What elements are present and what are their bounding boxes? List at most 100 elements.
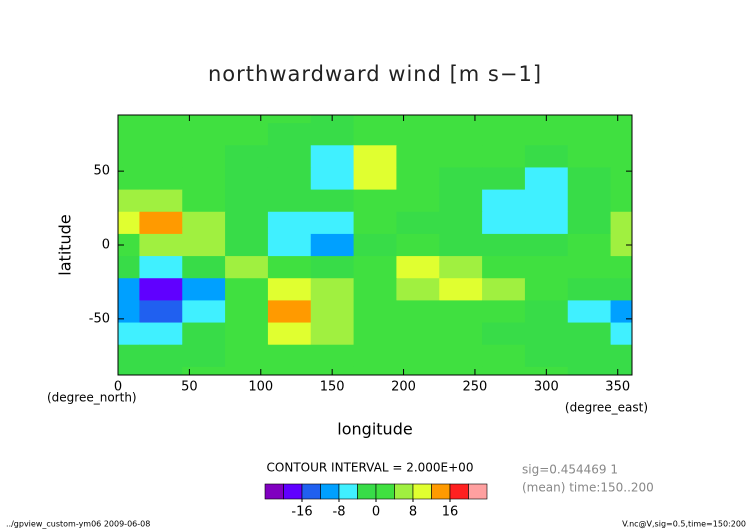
- x-unit: (degree_east): [565, 401, 648, 415]
- field-cell: [396, 344, 440, 368]
- field-cell: [482, 211, 526, 235]
- field-cell: [267, 256, 312, 279]
- field-cell: [524, 256, 569, 279]
- field-cell: [353, 344, 397, 368]
- field-cell: [118, 278, 140, 301]
- y-tick-label: 0: [102, 238, 110, 253]
- field-cell: [182, 115, 226, 124]
- field-cell: [353, 278, 397, 301]
- footer-right: V.nc@V,sig=0.5,time=150:200: [622, 520, 746, 529]
- y-axis-label: latitude: [56, 214, 75, 275]
- footer-left: ../gpview_custom-ym06 2009-06-08: [6, 520, 150, 529]
- field-cell: [182, 145, 226, 168]
- field-cell: [610, 145, 632, 168]
- field-cell: [610, 344, 632, 368]
- field-cell: [524, 211, 569, 235]
- y-tick-label: -50: [89, 311, 110, 326]
- field-cell: [482, 123, 526, 146]
- field-cell: [439, 344, 483, 368]
- field-cell: [610, 256, 632, 279]
- field-cell: [182, 167, 226, 191]
- field-cell: [482, 145, 526, 168]
- field-cell: [439, 167, 483, 191]
- field-cell: [396, 233, 440, 257]
- field-cell: [567, 189, 612, 213]
- field-cell: [118, 366, 140, 375]
- field-cell: [267, 322, 312, 346]
- field-cell: [139, 167, 183, 191]
- field-cell: [225, 211, 269, 235]
- colorbar-tick-label: 8: [409, 505, 417, 520]
- colorbar-tick-label: -16: [291, 505, 312, 520]
- field-cell: [310, 189, 355, 213]
- field-cell: [310, 344, 355, 368]
- field-cell: [225, 344, 269, 368]
- field-cell: [610, 233, 632, 257]
- field-cell: [396, 322, 440, 346]
- field-cell: [267, 233, 312, 257]
- field-cell: [482, 300, 526, 324]
- field-cell: [353, 300, 397, 324]
- field-cell: [310, 211, 355, 235]
- field-cell: [139, 256, 183, 279]
- field-cell: [482, 344, 526, 368]
- field-cell: [118, 167, 140, 191]
- field-cell: [310, 300, 355, 324]
- field-cell: [482, 167, 526, 191]
- field-cell: [225, 145, 269, 168]
- field-cell: [225, 256, 269, 279]
- field-cell: [139, 123, 183, 146]
- field-cell: [439, 189, 483, 213]
- field-cell: [524, 344, 569, 368]
- field-cell: [610, 278, 632, 301]
- colorbar-box: [412, 483, 432, 500]
- field-cell: [139, 189, 183, 213]
- field-cell: [118, 123, 140, 146]
- field-cell: [567, 167, 612, 191]
- field-cell: [439, 256, 483, 279]
- field-cell: [567, 233, 612, 257]
- field-cell: [139, 145, 183, 168]
- field-cell: [182, 123, 226, 146]
- field-cell: [118, 115, 140, 124]
- field-cell: [524, 189, 569, 213]
- field-cell: [353, 189, 397, 213]
- x-tick-label: 350: [605, 380, 630, 395]
- field-cell: [139, 366, 183, 375]
- field-cell: [524, 145, 569, 168]
- field-cell: [353, 145, 397, 168]
- x-tick-label: 0: [114, 380, 122, 395]
- field-cell: [182, 322, 226, 346]
- field-cell: [267, 189, 312, 213]
- field-cell: [482, 189, 526, 213]
- field-cell: [482, 115, 526, 124]
- field-cell: [610, 115, 632, 124]
- field-cell: [353, 233, 397, 257]
- contour-interval: CONTOUR INTERVAL = 2.000E+00: [267, 461, 474, 475]
- colorbar-box: [320, 483, 340, 500]
- colorbar-box: [264, 483, 284, 500]
- field-cell: [439, 233, 483, 257]
- field-cell: [267, 300, 312, 324]
- field-cell: [396, 278, 440, 301]
- field-cell: [567, 211, 612, 235]
- colorbar-tick-label: 16: [442, 505, 459, 520]
- colorbar-box: [394, 483, 414, 500]
- colorbar-tick-label: -8: [333, 505, 346, 520]
- x-tick-label: 300: [534, 380, 559, 395]
- field-cell: [439, 366, 483, 375]
- field-cell: [118, 344, 140, 368]
- colorbar-box: [357, 483, 377, 500]
- field-cell: [524, 300, 569, 324]
- field-cell: [396, 189, 440, 213]
- field-cell: [118, 322, 140, 346]
- field-cell: [118, 189, 140, 213]
- field-cell: [482, 278, 526, 301]
- field-cell: [567, 278, 612, 301]
- field-cell: [118, 145, 140, 168]
- x-tick-label: 50: [181, 380, 198, 395]
- field-cell: [267, 145, 312, 168]
- field-cell: [353, 115, 397, 124]
- field-cell: [610, 300, 632, 324]
